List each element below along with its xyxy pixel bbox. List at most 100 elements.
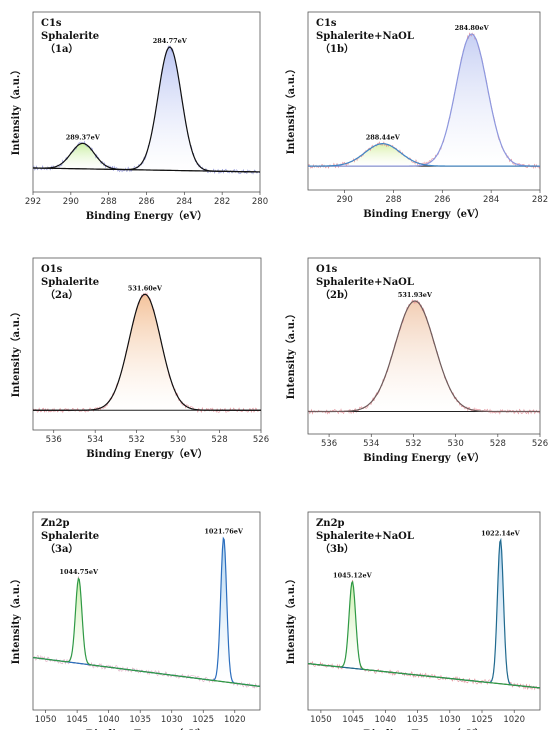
peak-label: 284.80eV	[455, 24, 490, 32]
x-tick-label: 1020	[224, 715, 246, 725]
peak-fill	[49, 143, 116, 170]
peak-label: 1045.12eV	[333, 572, 373, 580]
peak-label: 289.37eV	[66, 133, 101, 141]
x-tick-label: 1045	[342, 715, 364, 725]
x-tick-label: 1035	[407, 715, 429, 725]
x-tick-label: 1045	[66, 715, 88, 725]
x-tick-label: 530	[170, 435, 186, 445]
x-tick-label: 286	[138, 197, 154, 207]
peak-label: 284.77eV	[153, 37, 188, 45]
x-tick-label: 284	[176, 197, 192, 207]
x-axis-label: Binding Energy（eV）	[86, 447, 208, 460]
x-tick-label: 1050	[310, 715, 332, 725]
x-axis-label: Binding Energy（eV）	[363, 727, 485, 730]
core-level-label: Zn2p	[41, 518, 70, 529]
x-tick-label: 532	[129, 435, 145, 445]
x-axis-label: Binding Energy（eV）	[86, 209, 208, 222]
sample-label: Sphalerite+NaOL	[316, 31, 414, 42]
x-tick-label: 526	[253, 435, 269, 445]
sample-label: Sphalerite	[41, 531, 99, 542]
y-axis-label: Intensity（a.u.）	[9, 65, 22, 156]
x-tick-label: 280	[252, 197, 268, 207]
peak-label: 531.60eV	[128, 284, 163, 292]
peak-fill	[130, 47, 209, 172]
peak-label: 288.44eV	[366, 134, 401, 142]
peak-label: 1044.75eV	[59, 568, 99, 576]
y-axis-label: Intensity（a.u.）	[284, 309, 297, 400]
x-tick-label: 288	[101, 197, 117, 207]
x-tick-label: 528	[211, 435, 227, 445]
sample-label: Sphalerite+NaOL	[316, 531, 414, 542]
fit-line	[33, 46, 260, 173]
x-tick-label: 282	[214, 197, 230, 207]
x-tick-label: 536	[46, 435, 62, 445]
sample-label: Sphalerite	[41, 277, 99, 288]
x-tick-label: 292	[25, 197, 41, 207]
x-tick-label: 1050	[35, 715, 57, 725]
core-level-label: O1s	[41, 264, 63, 275]
peak-fill	[332, 143, 433, 167]
fit-line	[308, 580, 540, 689]
fit-line	[308, 300, 540, 413]
x-tick-label: 528	[490, 439, 506, 449]
x-tick-label: 1030	[161, 715, 183, 725]
plot-area	[33, 536, 260, 689]
panel-tag: （1a）	[45, 42, 78, 55]
panel-1: 292 290 288 286 284 282 280 Binding Energy（eV） I…	[9, 11, 268, 222]
x-tick-label: 1040	[375, 715, 397, 725]
panel-tag: （1b）	[320, 42, 354, 55]
y-axis-label: Intensity（a.u.）	[284, 64, 297, 155]
fit-line	[33, 293, 261, 411]
x-axis-label: Binding Energy（eV）	[363, 207, 485, 220]
x-tick-label: 288	[385, 195, 401, 205]
x-tick-label: 1040	[98, 715, 120, 725]
x-tick-label: 532	[405, 439, 421, 449]
x-tick-label: 1020	[503, 715, 525, 725]
core-level-label: C1s	[41, 18, 62, 29]
x-tick-label: 530	[448, 439, 464, 449]
x-axis-label: Binding Energy（eV）	[363, 451, 485, 464]
x-tick-label: 290	[337, 195, 353, 205]
peak-label: 531.93eV	[398, 291, 433, 299]
y-axis-label: Intensity（a.u.）	[284, 574, 297, 665]
plot-frame	[307, 257, 541, 435]
peak-fill	[213, 538, 233, 683]
fit-line	[33, 577, 260, 687]
panel-4: 536 534 532 530 528 526 Binding Energy（eV） Inte…	[284, 257, 548, 464]
panel-tag: （2a）	[45, 288, 78, 301]
plot-area	[308, 299, 540, 415]
panel-tag: （3a）	[45, 542, 78, 555]
core-level-label: C1s	[316, 18, 337, 29]
x-axis-label: Binding Energy（eV）	[86, 727, 208, 730]
x-tick-label: 1025	[471, 715, 493, 725]
panel-3: 536 534 532 530 528 526 Binding Energy（eV） Inte…	[9, 257, 269, 460]
core-level-label: O1s	[316, 264, 338, 275]
core-level-label: Zn2p	[316, 518, 345, 529]
plot-frame	[32, 257, 262, 431]
plot-area	[33, 292, 261, 414]
panel-tag: （2b）	[320, 288, 354, 301]
peak-fill	[91, 294, 198, 411]
peak-label: 1022.14eV	[481, 529, 521, 537]
panel-5: 1050 1045 1040 1035 1030 1025 1020 Binding Ener…	[9, 511, 261, 730]
panel-2: 290 288 286 284 282 Binding Energy（eV） Intensi…	[284, 11, 548, 220]
plot-area	[33, 45, 260, 175]
x-tick-label: 526	[532, 439, 548, 449]
plot-area	[308, 537, 540, 691]
x-tick-label: 284	[483, 195, 499, 205]
plot-frame	[32, 511, 261, 711]
x-tick-label: 1030	[439, 715, 461, 725]
x-tick-label: 536	[321, 439, 337, 449]
plot-frame	[307, 11, 541, 191]
plot-area	[308, 32, 540, 170]
x-tick-label: 1035	[129, 715, 151, 725]
x-tick-label: 1025	[192, 715, 214, 725]
peak-fill	[349, 301, 482, 412]
x-tick-label: 286	[434, 195, 450, 205]
sample-label: Sphalerite	[41, 31, 99, 42]
fit-line	[308, 143, 540, 167]
x-tick-label: 282	[532, 195, 548, 205]
x-tick-label: 534	[363, 439, 379, 449]
y-axis-label: Intensity（a.u.）	[9, 307, 22, 398]
